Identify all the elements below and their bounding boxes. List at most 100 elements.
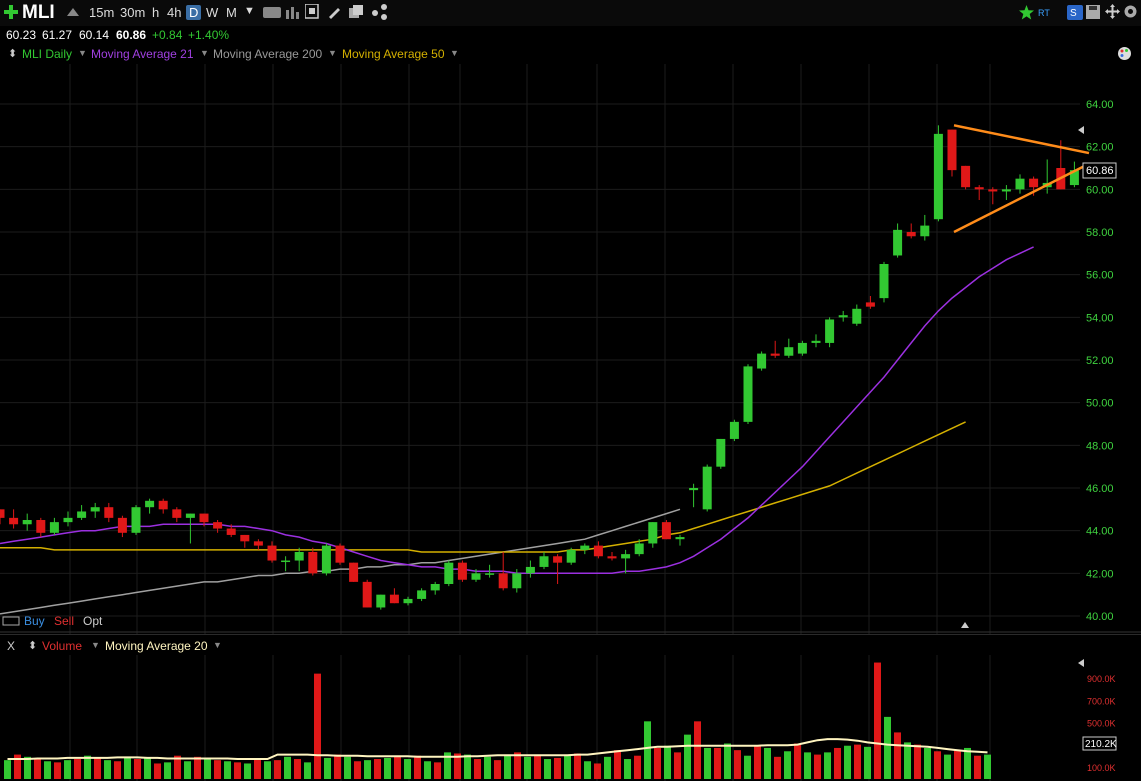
interval-w[interactable]: W bbox=[206, 5, 219, 20]
candle-body bbox=[158, 500, 168, 510]
volume-bar bbox=[144, 757, 151, 779]
volume-bar bbox=[834, 747, 841, 779]
compare-icon[interactable] bbox=[66, 6, 80, 19]
candle-body bbox=[784, 347, 794, 356]
last-price-label: 60.86 bbox=[1086, 165, 1114, 177]
legend-ma50-menu-icon[interactable]: ▼ bbox=[450, 48, 459, 58]
price-grid bbox=[0, 64, 1141, 634]
interval-h[interactable]: h bbox=[152, 5, 160, 20]
price-chart[interactable]: 40.00 42.00 44.00 46.00 48.00 50.00 52.00 54.00… bbox=[0, 64, 1141, 634]
trade-ticket-icon[interactable] bbox=[2, 615, 20, 627]
palette-icon[interactable] bbox=[1117, 46, 1132, 61]
volume-bar bbox=[754, 745, 761, 779]
interval-d[interactable]: D bbox=[186, 5, 202, 20]
legend-ma200-menu-icon[interactable]: ▼ bbox=[328, 48, 337, 58]
price-tick-label: 56.00 bbox=[1086, 270, 1114, 282]
volume-tick-label: 900.0K bbox=[1087, 674, 1116, 684]
legend-ma200[interactable]: Moving Average 200 bbox=[213, 47, 323, 61]
top-toolbar: MLI 15m 30m h 4h D W M ▼ RT S bbox=[0, 0, 1141, 26]
favorite-star-icon[interactable] bbox=[1019, 5, 1034, 20]
volume-menu-icon[interactable]: ▼ bbox=[91, 640, 100, 650]
legend-ma21-menu-icon[interactable]: ▼ bbox=[200, 48, 209, 58]
draw-pencil-icon[interactable] bbox=[327, 5, 341, 19]
volume-ma-menu-icon[interactable]: ▼ bbox=[213, 640, 222, 650]
volume-bar bbox=[874, 662, 881, 779]
volume-sort-icon[interactable]: ⬍ bbox=[28, 640, 38, 652]
price-tick-label: 64.00 bbox=[1086, 99, 1114, 111]
interval-m[interactable]: M bbox=[226, 5, 237, 20]
price-tick-label: 58.00 bbox=[1086, 227, 1114, 239]
candle-body bbox=[661, 522, 671, 540]
interval-4h[interactable]: 4h bbox=[167, 5, 182, 20]
candle-body bbox=[172, 509, 182, 518]
price-axis: 40.00 42.00 44.00 46.00 48.00 50.00 52.00 54.00… bbox=[1086, 99, 1114, 623]
legend-ma50[interactable]: Moving Average 50 bbox=[342, 47, 445, 61]
price-tick-label: 50.00 bbox=[1086, 398, 1114, 410]
legend-ma21[interactable]: Moving Average 21 bbox=[91, 47, 194, 61]
candle-body bbox=[376, 594, 386, 608]
volume-bar bbox=[984, 754, 991, 779]
volume-bar bbox=[154, 763, 161, 779]
candle-body bbox=[267, 545, 277, 561]
svg-text:RT: RT bbox=[1038, 8, 1050, 18]
add-symbol-icon[interactable] bbox=[4, 5, 18, 19]
volume-bar bbox=[114, 761, 121, 779]
volume-title[interactable]: Volume bbox=[42, 639, 83, 653]
candle-body bbox=[253, 541, 263, 546]
volume-axis-scroll-icon[interactable] bbox=[1078, 659, 1084, 667]
options-button[interactable]: Opt bbox=[83, 614, 103, 628]
last-price-marker: 60.86 bbox=[1082, 162, 1117, 179]
realtime-icon[interactable]: RT bbox=[1038, 5, 1058, 20]
volume-bar bbox=[364, 760, 371, 779]
candle-body bbox=[1029, 178, 1039, 188]
volume-close-button[interactable]: X bbox=[7, 639, 16, 653]
series-sort-icon[interactable]: ⬍ bbox=[8, 48, 18, 60]
volume-bar bbox=[354, 761, 361, 779]
candle-body bbox=[865, 302, 875, 307]
volume-bar bbox=[954, 750, 961, 779]
move-icon[interactable] bbox=[1105, 4, 1120, 19]
bar-chart-icon[interactable] bbox=[285, 5, 299, 19]
volume-bar bbox=[704, 747, 711, 779]
interval-30m[interactable]: 30m bbox=[120, 5, 146, 20]
social-share-icon[interactable]: S bbox=[1067, 5, 1083, 20]
buy-button[interactable]: Buy bbox=[24, 614, 45, 628]
interval-dropdown-chevron-icon[interactable]: ▼ bbox=[244, 5, 255, 17]
price-tick-label: 46.00 bbox=[1086, 483, 1114, 495]
save-disk-icon[interactable] bbox=[1086, 5, 1100, 19]
templates-icon[interactable] bbox=[349, 5, 363, 19]
settings-gear-icon[interactable] bbox=[1123, 4, 1138, 19]
chart-type-icon[interactable] bbox=[263, 6, 281, 19]
interval-15m[interactable]: 15m bbox=[89, 5, 115, 20]
volume-bar bbox=[774, 756, 781, 779]
legend-series[interactable]: MLI Daily bbox=[22, 47, 73, 61]
panel-collapse-icon[interactable] bbox=[961, 622, 969, 628]
volume-bar bbox=[124, 756, 131, 779]
volume-bar bbox=[524, 756, 531, 779]
candle-body bbox=[430, 584, 440, 591]
volume-tick-label: 500.0K bbox=[1087, 719, 1116, 729]
volume-bar bbox=[324, 757, 331, 779]
indicators-icon[interactable] bbox=[305, 4, 320, 19]
quote-change: +0.84 bbox=[152, 28, 183, 42]
svg-text:S: S bbox=[1070, 8, 1077, 19]
volume-ma[interactable]: Moving Average 20 bbox=[105, 639, 208, 653]
price-axis-scroll-icon[interactable] bbox=[1078, 126, 1084, 134]
triangle-pattern[interactable] bbox=[953, 124, 1090, 234]
volume-bar bbox=[34, 759, 41, 779]
candles bbox=[0, 125, 1079, 610]
volume-bar bbox=[14, 754, 21, 779]
candle-body bbox=[131, 507, 141, 533]
candle-body bbox=[457, 562, 467, 580]
legend-series-menu-icon[interactable]: ▼ bbox=[78, 48, 87, 58]
sell-button[interactable]: Sell bbox=[54, 614, 75, 628]
candle-body bbox=[1001, 189, 1011, 192]
volume-bar bbox=[764, 747, 771, 779]
symbol-label[interactable]: MLI bbox=[22, 2, 55, 23]
volume-bar bbox=[374, 759, 381, 779]
share-icon[interactable] bbox=[371, 4, 388, 20]
quote-low: 60.14 bbox=[79, 28, 110, 42]
candle-body bbox=[22, 520, 32, 525]
